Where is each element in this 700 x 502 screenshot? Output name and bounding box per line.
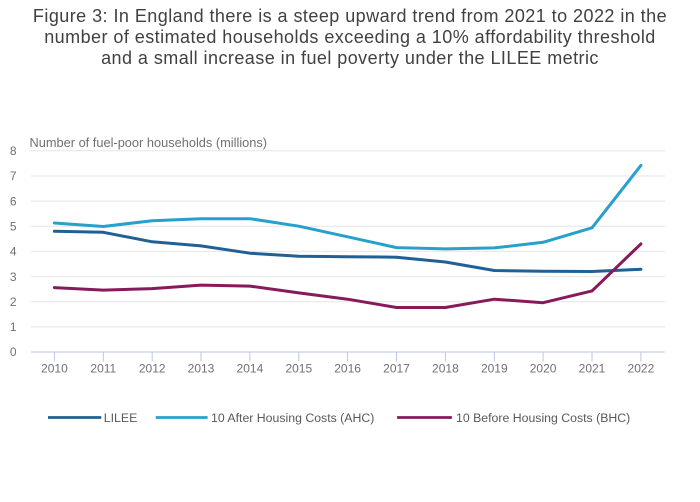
svg-text:3: 3 [10,270,17,284]
svg-text:2016: 2016 [334,362,361,376]
svg-text:Number of fuel-poor households: Number of fuel-poor households (millions… [30,135,268,150]
svg-text:7: 7 [10,169,17,183]
svg-text:6: 6 [10,194,17,208]
svg-text:10 After Housing Costs (AHC): 10 After Housing Costs (AHC) [211,411,374,425]
svg-text:2021: 2021 [579,362,606,376]
svg-text:2010: 2010 [41,362,68,376]
svg-text:2013: 2013 [188,362,215,376]
svg-text:2019: 2019 [481,362,508,376]
svg-text:2014: 2014 [237,362,264,376]
svg-text:2017: 2017 [383,362,410,376]
svg-text:2012: 2012 [139,362,166,376]
svg-text:2011: 2011 [90,362,116,376]
svg-text:2015: 2015 [285,362,312,376]
svg-text:8: 8 [10,144,17,158]
svg-text:2020: 2020 [530,362,557,376]
svg-text:0: 0 [10,345,17,359]
svg-text:2022: 2022 [628,362,655,376]
svg-text:1: 1 [10,320,17,334]
svg-text:10 Before Housing Costs (BHC): 10 Before Housing Costs (BHC) [456,411,630,425]
svg-text:LILEE: LILEE [104,411,138,425]
svg-text:5: 5 [10,219,17,233]
svg-text:4: 4 [10,245,17,259]
svg-text:2018: 2018 [432,362,459,376]
svg-text:2: 2 [10,295,17,309]
